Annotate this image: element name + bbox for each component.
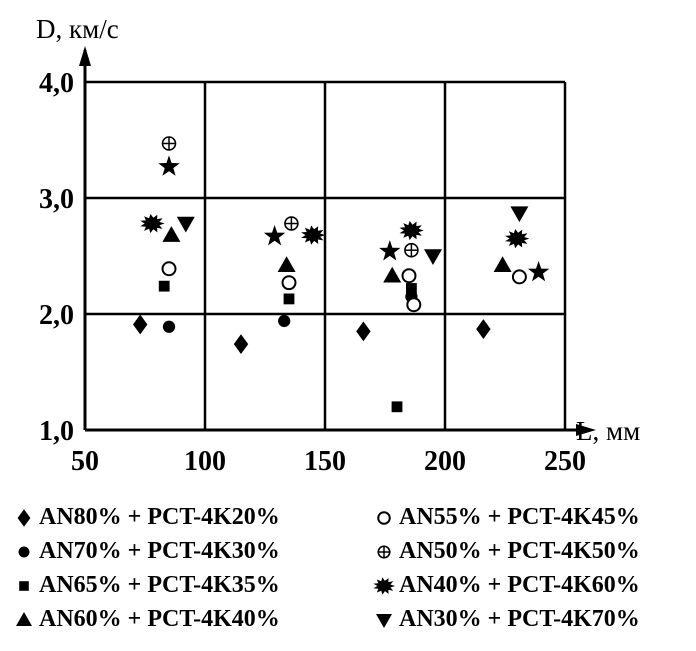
y-tick-label: 4,0 [39,68,74,99]
legend-marker-triangle-down [376,613,392,628]
data-point-burst [301,225,326,245]
data-point-circle-filled [278,314,291,328]
data-point-triangle-down [424,249,442,265]
data-points [133,136,550,413]
y-tick-label: 2,0 [39,300,74,331]
legend-marker-icon [376,613,392,628]
x-tick-label: 100 [184,446,226,477]
data-point-square [406,283,417,294]
data-point-circle-open [511,269,527,285]
legend-marker-icon [18,546,30,557]
legend-marker-icon [17,508,31,527]
legend: AN80% + PCT-4K20% AN55% + PCT-4K45% AN70% … [0,498,696,648]
data-point-triangle-up [162,226,181,242]
data-point-circle-open [161,261,177,277]
x-tick-label: 200 [424,446,466,477]
data-point-square [158,280,170,292]
legend-item: AN40% + PCT-4K60% [372,572,640,599]
legend-marker-icon [377,544,391,559]
chart: 50 100 150 200 250 1,0 2,0 3,0 4,0 D, км/с L, мм [36,14,640,477]
data-point-circle-cross [161,136,177,151]
x-axis-title: L, мм [576,416,640,446]
legend-marker-burst [373,576,395,595]
data-point-diamond [476,319,491,339]
data-point-triangle-up [493,256,512,273]
legend-marker-triangle-up [16,611,32,626]
data-point-triangle-up [277,256,296,273]
legend-item: AN65% + PCT-4K35% [12,572,280,599]
data-point-square [391,401,403,413]
legend-label: AN30% + PCT-4K70% [399,606,640,632]
legend-label: AN65% + PCT-4K35% [39,572,280,598]
y-axis-arrow [79,46,91,66]
x-tick-label: 50 [71,446,99,477]
legend-item: AN80% + PCT-4K20% [12,504,280,531]
data-point-circle-cross [284,216,299,231]
data-point-star [527,261,550,282]
data-point-circle-open [281,275,297,291]
legend-label: AN50% + PCT-4K50% [399,538,640,564]
y-tick-label: 3,0 [39,184,74,215]
legend-marker-circle-cross [377,544,391,559]
data-point-diamond [133,314,148,335]
legend-marker-icon [19,580,29,591]
x-tick-label: 250 [544,446,586,477]
tick-labels: 50 100 150 200 250 1,0 2,0 3,0 4,0 [39,68,586,477]
legend-label: AN40% + PCT-4K60% [399,572,640,598]
legend-item: AN55% + PCT-4K45% [372,504,640,531]
data-point-triangle-down [510,206,529,223]
data-point-circle-cross [404,242,419,258]
grid [85,80,567,430]
data-point-star [379,240,401,261]
data-point-burst [399,220,424,241]
legend-item: AN70% + PCT-4K30% [12,538,280,565]
axes [79,46,596,436]
legend-marker-square [19,580,29,591]
legend-label: AN70% + PCT-4K30% [39,538,280,564]
data-point-star [263,225,286,246]
y-tick-label: 1,0 [39,416,74,447]
legend-marker-diamond [17,508,31,527]
data-point-triangle-up [383,266,402,283]
y-axis-title: D, км/с [36,14,119,44]
legend-label: AN80% + PCT-4K20% [39,504,280,530]
x-tick-label: 150 [304,446,346,477]
data-point-burst [505,229,530,249]
data-point-circle-filled [162,320,176,333]
legend-label: AN60% + PCT-4K40% [39,606,280,632]
data-point-burst [140,213,165,234]
legend-marker-icon [377,510,391,525]
x-axis-arrow [576,424,596,436]
data-point-star [158,155,180,176]
data-point-triangle-down [176,216,195,233]
data-point-diamond [356,321,371,342]
data-point-circle-open [406,297,422,313]
legend-marker-circle-filled [18,546,30,557]
legend-item: AN30% + PCT-4K70% [372,606,640,633]
data-point-square [283,293,295,305]
legend-marker-icon [373,576,395,595]
legend-marker-icon [16,611,32,626]
legend-item: AN50% + PCT-4K50% [372,538,640,565]
legend-item: AN60% + PCT-4K40% [12,606,280,633]
data-point-diamond [233,334,249,355]
legend-label: AN55% + PCT-4K45% [399,504,640,530]
data-point-circle-open [401,268,417,284]
legend-marker-circle-open [377,510,391,525]
